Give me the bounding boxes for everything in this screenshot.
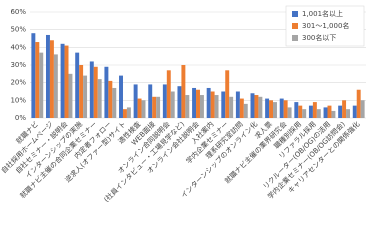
bar (126, 107, 131, 118)
bar (283, 100, 288, 118)
bar (97, 79, 102, 118)
bar (346, 109, 351, 118)
bar (181, 65, 186, 118)
bar (356, 89, 361, 118)
bar (312, 102, 317, 118)
y-tick-label: 20% (10, 79, 26, 87)
legend-swatch (292, 11, 298, 17)
bar (273, 102, 277, 118)
bar (53, 54, 58, 118)
bar (239, 98, 244, 118)
bar (323, 107, 328, 118)
legend-label: 301～1,000名 (302, 21, 349, 30)
legend-swatch (292, 23, 298, 29)
bar (39, 52, 44, 119)
bar (89, 61, 94, 118)
bar (141, 100, 146, 118)
bar (360, 100, 365, 118)
bar (119, 75, 123, 118)
bar (199, 95, 204, 118)
bar (35, 42, 40, 118)
bar (298, 105, 303, 118)
bar (316, 109, 321, 118)
bar (112, 87, 117, 118)
bar (302, 109, 307, 118)
bar (287, 107, 292, 118)
bar (148, 84, 153, 118)
bar (308, 105, 313, 118)
bar (108, 80, 113, 118)
bar (196, 89, 200, 118)
bar (225, 70, 230, 118)
legend-label: 1,001名以上 (302, 9, 343, 18)
bar (185, 95, 190, 118)
bar (258, 96, 263, 118)
bar (254, 95, 259, 118)
bar (250, 93, 255, 118)
bar (342, 100, 347, 118)
bar (79, 65, 84, 118)
bar (214, 95, 219, 118)
bar (137, 98, 142, 118)
chart: 0%10%20%30%40%50%60%就職ナビ自社採用ホームページ自社セミナー… (0, 5, 366, 204)
bar (45, 34, 50, 118)
bar (152, 96, 157, 118)
bar (327, 105, 332, 118)
bar (170, 91, 175, 118)
bar (49, 40, 54, 119)
bar (235, 91, 240, 118)
bar (104, 66, 109, 118)
bar (156, 96, 161, 118)
bar (75, 52, 80, 119)
bar (64, 45, 69, 118)
y-tick-label: 0% (15, 114, 26, 122)
legend: 1,001名以上 301～1,000名 300名以下 (285, 5, 365, 47)
bar (279, 98, 284, 118)
bar (133, 84, 138, 118)
y-tick-label: 60% (10, 8, 26, 16)
bar (221, 91, 226, 118)
bar (166, 70, 171, 118)
bar (338, 105, 343, 118)
legend-label: 300名以下 (302, 33, 336, 42)
bar (206, 87, 211, 118)
bar (162, 84, 167, 118)
bar (294, 102, 299, 118)
bar (177, 86, 182, 118)
bar (192, 87, 197, 118)
y-tick-label: 40% (10, 43, 26, 51)
bar (93, 66, 98, 118)
y-tick-label: 30% (10, 61, 26, 69)
legend-box (285, 5, 365, 47)
y-tick-label: 10% (10, 96, 26, 104)
bar (243, 103, 248, 118)
bar (331, 110, 336, 118)
bar (122, 109, 127, 118)
bar (68, 73, 73, 118)
bar (31, 33, 36, 119)
legend-swatch (292, 35, 298, 41)
bar (60, 43, 65, 118)
bar (352, 105, 357, 118)
bar (265, 98, 270, 118)
bar (269, 100, 274, 118)
bar (210, 91, 215, 118)
bar (83, 75, 88, 118)
y-tick-label: 50% (10, 26, 26, 34)
bar (229, 96, 234, 118)
